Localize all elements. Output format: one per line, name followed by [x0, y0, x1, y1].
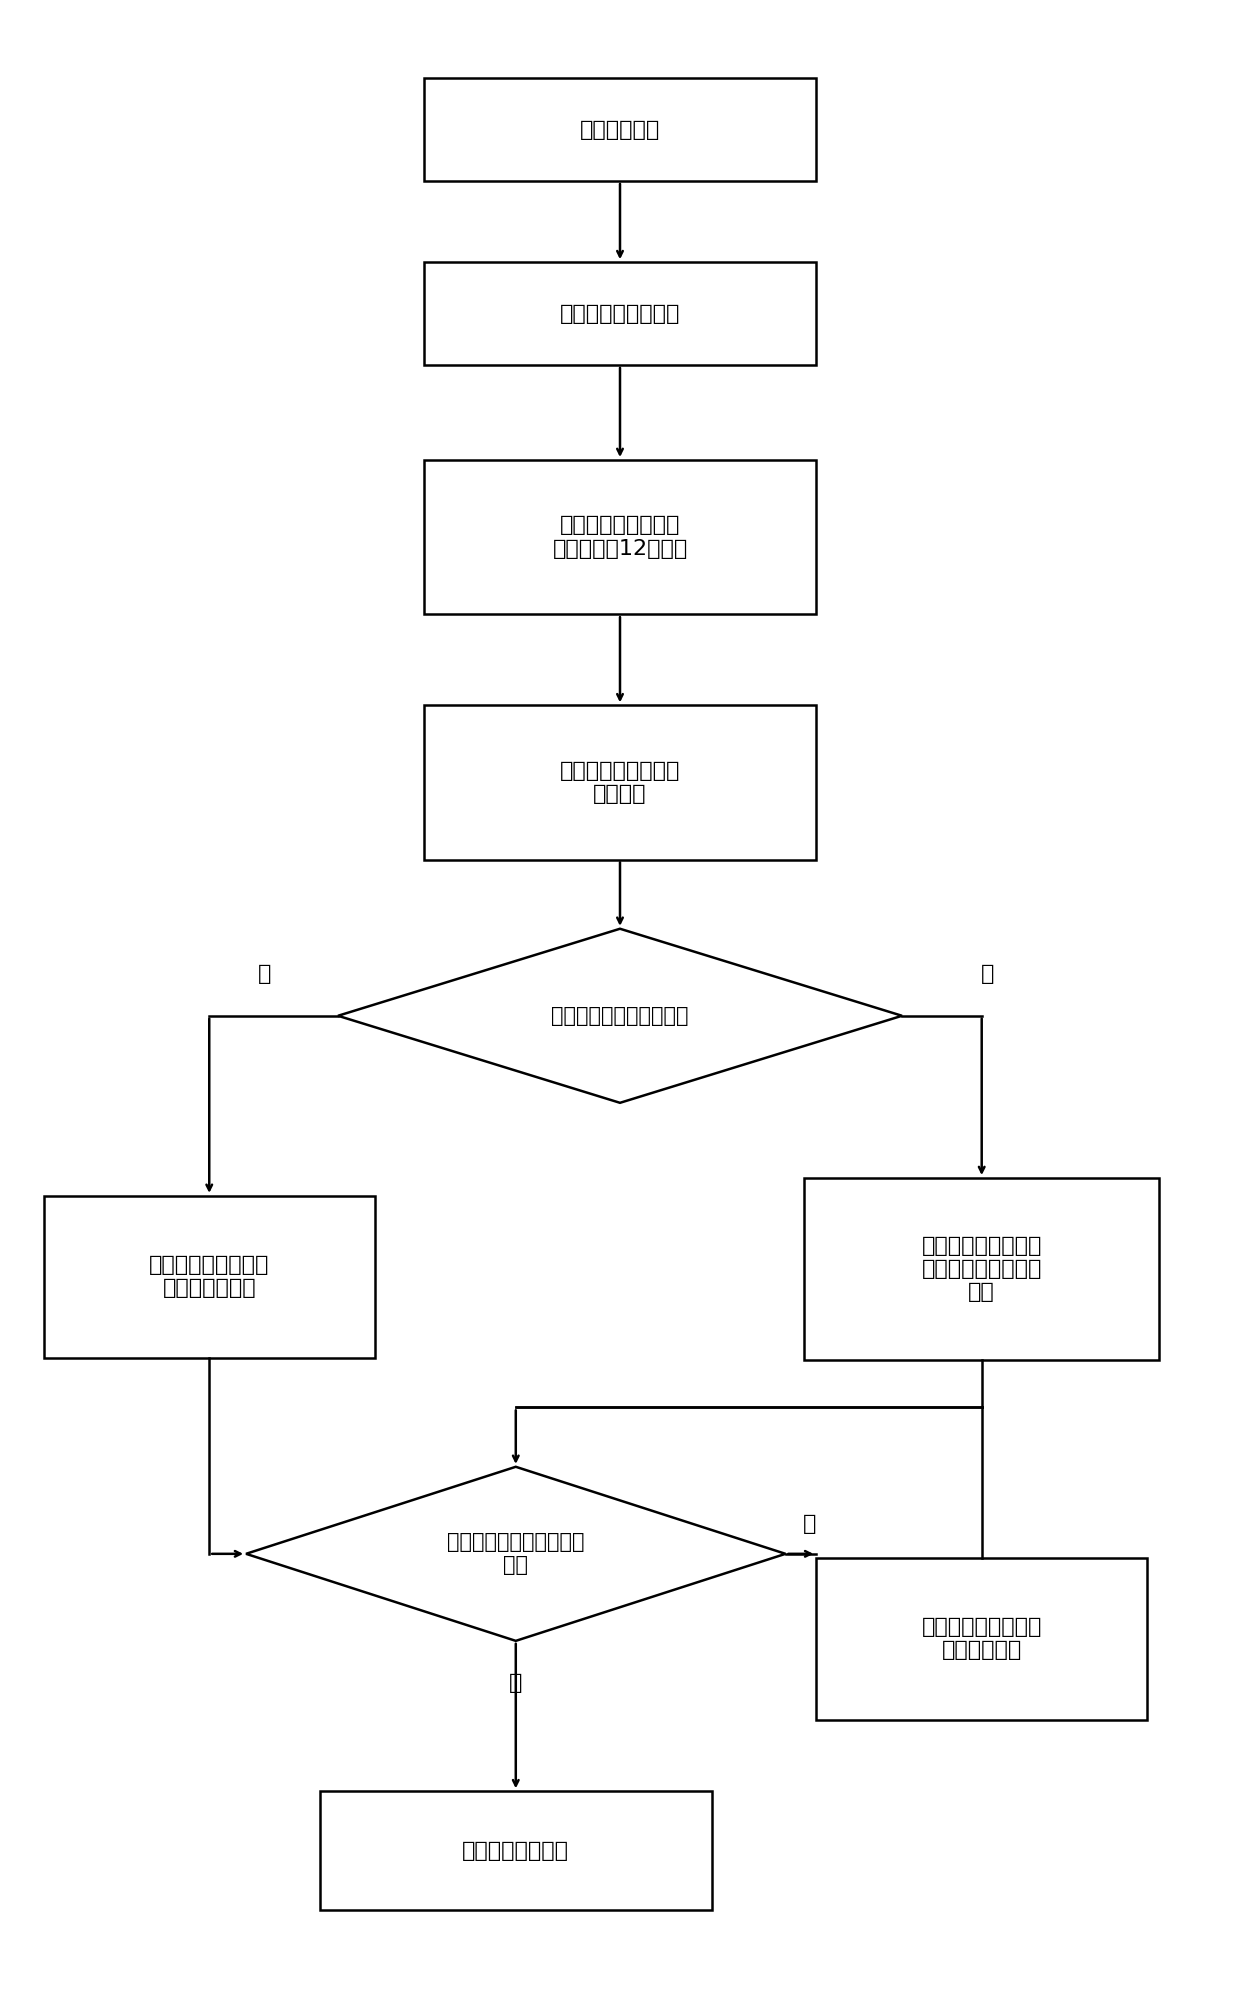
Text: 否: 否 — [804, 1514, 817, 1534]
FancyBboxPatch shape — [424, 78, 816, 181]
Text: 利用下降迭代方法，
从初始点出发，进行
迭代: 利用下降迭代方法， 从初始点出发，进行 迭代 — [921, 1235, 1042, 1303]
Text: 求取指纹的方向图，
并归一化为12个方向: 求取指纹的方向图， 并归一化为12个方向 — [552, 516, 688, 558]
Text: 输入指纹图像: 输入指纹图像 — [580, 120, 660, 139]
Text: 否: 否 — [981, 964, 994, 984]
Text: 依据方向图，查找奇
异点区域: 依据方向图，查找奇 异点区域 — [559, 761, 681, 805]
Text: 判断是否存在中心奇异点: 判断是否存在中心奇异点 — [552, 1006, 688, 1026]
Text: 初始点与迭代点距离小于
阈值: 初始点与迭代点距离小于 阈值 — [448, 1532, 584, 1576]
Polygon shape — [246, 1466, 785, 1641]
FancyBboxPatch shape — [804, 1177, 1159, 1361]
Text: 是: 是 — [258, 964, 272, 984]
Text: 将中心奇异点的几何
中心作为配准点: 将中心奇异点的几何 中心作为配准点 — [149, 1255, 269, 1299]
Polygon shape — [339, 928, 901, 1104]
FancyBboxPatch shape — [320, 1791, 712, 1910]
Text: 迭代点作为初始点，
再次进行迭代: 迭代点作为初始点， 再次进行迭代 — [921, 1618, 1042, 1661]
Text: 对指纹图像进行分块: 对指纹图像进行分块 — [559, 303, 681, 323]
Text: 是: 是 — [510, 1673, 522, 1693]
FancyBboxPatch shape — [424, 705, 816, 859]
FancyBboxPatch shape — [816, 1558, 1147, 1719]
FancyBboxPatch shape — [43, 1195, 374, 1359]
FancyBboxPatch shape — [424, 460, 816, 614]
FancyBboxPatch shape — [424, 263, 816, 365]
Text: 迭代点作为配准点: 迭代点作为配准点 — [463, 1841, 569, 1861]
